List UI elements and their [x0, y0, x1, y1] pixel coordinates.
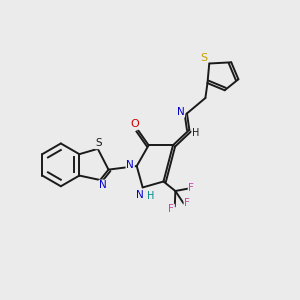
Text: H: H — [147, 191, 155, 201]
Text: N: N — [136, 190, 144, 200]
Text: N: N — [126, 160, 134, 170]
Text: S: S — [95, 139, 102, 148]
Text: N: N — [176, 107, 184, 117]
Text: O: O — [131, 119, 140, 129]
Text: F: F — [184, 199, 190, 208]
Text: F: F — [168, 204, 174, 214]
Text: H: H — [192, 128, 200, 138]
Text: S: S — [200, 53, 208, 63]
Text: N: N — [99, 180, 107, 190]
Text: F: F — [188, 183, 194, 193]
